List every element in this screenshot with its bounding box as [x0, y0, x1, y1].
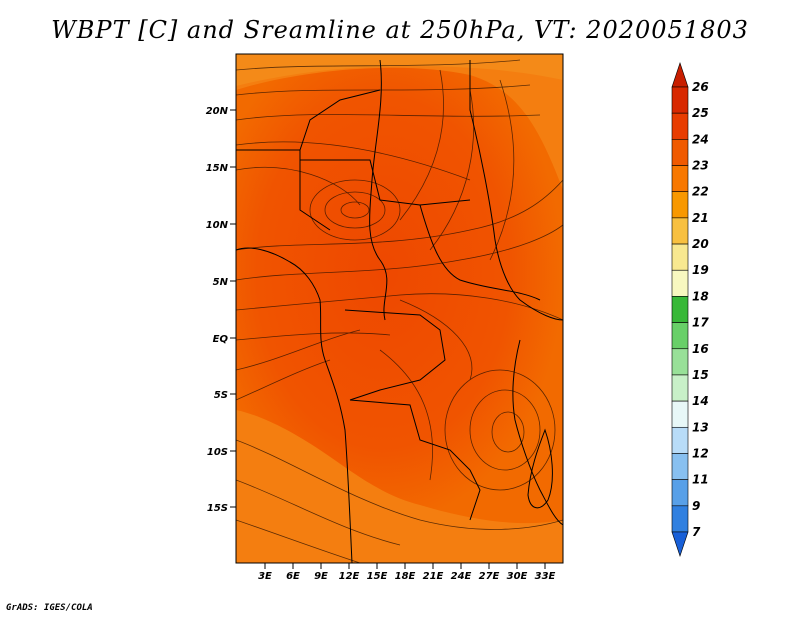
lon-label: 24E [451, 571, 472, 582]
map-panel [235, 53, 564, 564]
lon-label: 6E [286, 571, 300, 582]
colorbar-label: 24 [692, 132, 709, 146]
colorbar-swatch [671, 296, 689, 323]
colorbar-label: 12 [692, 446, 709, 460]
colorbar-arrow-top [671, 62, 689, 88]
warm-band-north [236, 54, 563, 86]
colorbar-label: 26 [692, 80, 709, 94]
colorbar-swatch [671, 112, 689, 140]
colorbar-label: 13 [692, 420, 709, 434]
lat-label: 20N [206, 106, 229, 117]
colorbar-label: 7 [692, 525, 701, 539]
coastlines-borders [236, 59, 563, 563]
colorbar-swatch [671, 86, 689, 114]
lon-label: 18E [395, 571, 416, 582]
lat-axis: 20N 15N 10N 5N EQ 5S 10S 15S [206, 106, 236, 514]
colorbar-label: 14 [692, 394, 709, 408]
colorbar-label: 20 [692, 237, 709, 251]
colorbar-swatch [671, 139, 689, 166]
colorbar-label: 16 [692, 342, 709, 356]
lat-label: 5S [214, 390, 228, 401]
lat-label: 10S [207, 447, 228, 458]
lon-label: 27E [479, 571, 500, 582]
lat-label: 15N [206, 163, 229, 174]
lat-label: 10N [206, 220, 229, 231]
colorbar-swatch [671, 269, 689, 297]
lon-label: 9E [314, 571, 328, 582]
colorbar-label: 21 [692, 211, 709, 225]
colorbar-label: 19 [692, 263, 709, 277]
lat-label: EQ [213, 334, 229, 345]
colorbar-label: 25 [692, 106, 709, 120]
lon-label: 33E [535, 571, 556, 582]
colorbar-swatch [671, 479, 689, 507]
colorbar-label: 22 [692, 185, 709, 199]
colorbar-label: 17 [692, 316, 709, 330]
colorbar-swatch [671, 453, 689, 480]
lon-label: 12E [339, 571, 360, 582]
colorbar-swatch [671, 243, 689, 271]
lat-label: 5N [213, 277, 229, 288]
colorbar-swatch [671, 191, 689, 219]
colorbar-swatch [671, 165, 689, 193]
colorbar-label: 15 [692, 368, 709, 382]
colorbar-swatch [671, 374, 689, 402]
streamlines [236, 59, 563, 563]
lon-label: 15E [367, 571, 388, 582]
lon-axis: 3E 6E 9E 12E 15E 18E 21E 24E 27E 30E 33E [258, 563, 556, 582]
temperature-field [236, 67, 563, 524]
colorbar-swatch [671, 348, 689, 376]
colorbar-label: 9 [692, 499, 700, 513]
chart-title: WBPT [C] and Sreamline at 250hPa, VT: 20… [51, 16, 749, 44]
colorbar-label: 11 [692, 473, 709, 487]
colorbar-label: 23 [692, 159, 709, 173]
map-frame [235, 53, 564, 564]
colorbar-arrow-bottom [671, 531, 689, 557]
colorbar-swatch [671, 217, 689, 245]
lon-label: 21E [423, 571, 444, 582]
colorbar-swatch [671, 400, 689, 428]
colorbar: 26 25 24 23 22 21 20 19 18 17 16 15 14 13 12 11 9 7 [671, 62, 709, 557]
colorbar-label: 18 [692, 289, 709, 303]
lon-label: 3E [258, 571, 272, 582]
lat-label: 15S [207, 503, 228, 514]
colorbar-swatch [671, 426, 689, 454]
colorbar-swatch [671, 505, 689, 533]
colorbar-swatch [671, 322, 689, 350]
lon-label: 30E [507, 571, 528, 582]
credit-label: GrADS: IGES/COLA [6, 603, 93, 613]
